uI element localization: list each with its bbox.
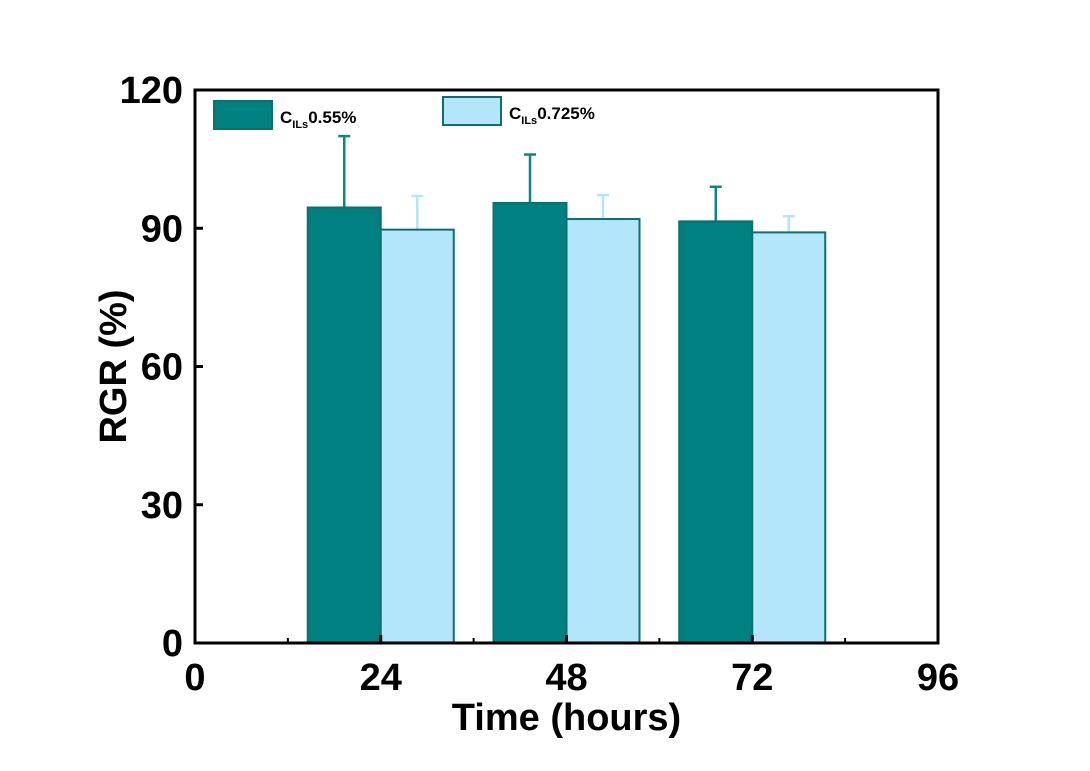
x-axis-title: Time (hours): [452, 697, 681, 739]
x-axis: 0 24 48 72 96: [184, 635, 959, 699]
plot-area: [193, 88, 940, 645]
bar: [306, 206, 382, 644]
y-tick-label: 120: [120, 70, 183, 112]
y-axis: 0 30 60 90 120: [120, 70, 203, 665]
bar: [565, 218, 641, 645]
y-axis-title: RGR (%): [93, 289, 135, 443]
x-tick-label: 48: [545, 657, 587, 699]
bar: [379, 228, 455, 644]
bar: [678, 220, 754, 644]
legend: CILs0.55% CILs0.725%: [213, 96, 595, 131]
x-tick-label: 72: [731, 657, 773, 699]
bar: [751, 231, 827, 645]
legend-swatch: [213, 100, 273, 130]
legend-label: CILs0.725%: [509, 104, 595, 127]
x-tick-label: 0: [184, 657, 205, 699]
legend-label: CILs0.55%: [280, 108, 356, 131]
x-tick-label: 96: [917, 657, 959, 699]
bar: [492, 201, 568, 644]
x-tick-label: 24: [360, 657, 402, 699]
legend-swatch: [442, 96, 502, 126]
y-tick-label: 90: [141, 208, 183, 250]
y-tick-label: 60: [141, 347, 183, 389]
y-tick-label: 30: [141, 485, 183, 527]
y-tick-label: 0: [162, 623, 183, 665]
